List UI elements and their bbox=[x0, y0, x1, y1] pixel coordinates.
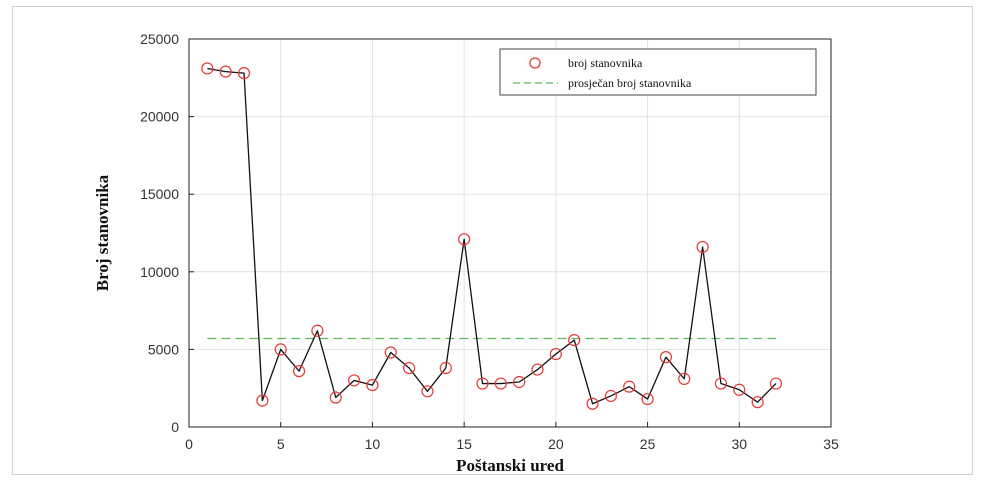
y-tick-label: 15000 bbox=[140, 186, 179, 202]
data-point-18 bbox=[513, 375, 526, 389]
data-point-26 bbox=[659, 351, 673, 364]
data-point-10 bbox=[366, 378, 379, 392]
data-point-24 bbox=[623, 380, 636, 393]
data-point-22 bbox=[586, 397, 599, 410]
plot-border bbox=[188, 38, 832, 428]
y-tick-label: 5000 bbox=[148, 341, 179, 357]
data-point-2 bbox=[219, 65, 232, 78]
y-axis-ticks: 0 5000 10000 15000 20000 25000 bbox=[140, 31, 194, 435]
y-tick-label: 10000 bbox=[140, 264, 179, 280]
data-point-16 bbox=[476, 377, 489, 390]
data-point-7 bbox=[311, 324, 324, 337]
x-tick-label: 10 bbox=[365, 436, 381, 452]
y-tick-label: 25000 bbox=[140, 31, 179, 47]
data-point-28 bbox=[696, 240, 709, 254]
y-tick-label: 0 bbox=[171, 419, 179, 435]
x-tick-label: 0 bbox=[185, 436, 193, 452]
series-lines bbox=[207, 67, 777, 405]
data-point-29 bbox=[714, 377, 728, 390]
data-point-25 bbox=[641, 392, 654, 406]
x-axis-ticks: 0 5 10 15 20 25 30 35 bbox=[185, 422, 839, 452]
plot-area bbox=[189, 39, 831, 427]
data-point-30 bbox=[733, 383, 746, 396]
data-markers bbox=[201, 62, 783, 410]
data-point-17 bbox=[494, 377, 507, 390]
x-tick-label: 20 bbox=[548, 436, 564, 452]
x-tick-label: 15 bbox=[456, 436, 472, 452]
y-tick-label: 20000 bbox=[140, 109, 179, 125]
data-point-13 bbox=[421, 385, 434, 398]
chart-frame: 0 5 10 15 20 25 30 35 0 5000 10000 15000 20000 25000… bbox=[12, 6, 973, 475]
legend: broj stanovnika prosječan broj stanovnik… bbox=[499, 48, 817, 96]
data-point-1 bbox=[201, 62, 214, 75]
data-point-3 bbox=[237, 67, 251, 80]
data-point-9 bbox=[347, 374, 361, 387]
data-point-11 bbox=[384, 346, 397, 359]
data-point-5 bbox=[274, 343, 287, 356]
x-tick-label: 5 bbox=[277, 436, 285, 452]
data-point-19 bbox=[531, 363, 544, 376]
data-point-27 bbox=[678, 372, 691, 385]
data-point-8 bbox=[329, 391, 342, 404]
population-series-line bbox=[207, 67, 777, 405]
chart-svg: 0 5 10 15 20 25 30 35 0 5000 10000 15000 20000 25000… bbox=[93, 31, 839, 475]
y-axis-label: Broj stanovnika bbox=[93, 174, 112, 291]
data-point-14 bbox=[439, 361, 452, 375]
x-axis-label: Poštanski ured bbox=[456, 456, 564, 475]
x-tick-label: 35 bbox=[823, 436, 839, 452]
legend-label-broj-stanovnika: broj stanovnika bbox=[568, 56, 643, 70]
legend-marker-circle bbox=[529, 57, 541, 69]
legend-box bbox=[499, 48, 817, 96]
data-point-6 bbox=[292, 365, 306, 378]
data-point-23 bbox=[604, 389, 617, 403]
data-point-12 bbox=[403, 361, 416, 375]
data-point-15 bbox=[458, 233, 471, 246]
x-tick-label: 25 bbox=[640, 436, 656, 452]
data-point-4 bbox=[256, 394, 269, 407]
data-point-20 bbox=[549, 347, 562, 361]
data-point-31 bbox=[751, 396, 764, 409]
data-point-32 bbox=[769, 377, 783, 390]
data-point-21 bbox=[568, 333, 581, 347]
legend-label-prosjecan: prosječan broj stanovnika bbox=[568, 76, 692, 90]
x-tick-label: 30 bbox=[731, 436, 747, 452]
